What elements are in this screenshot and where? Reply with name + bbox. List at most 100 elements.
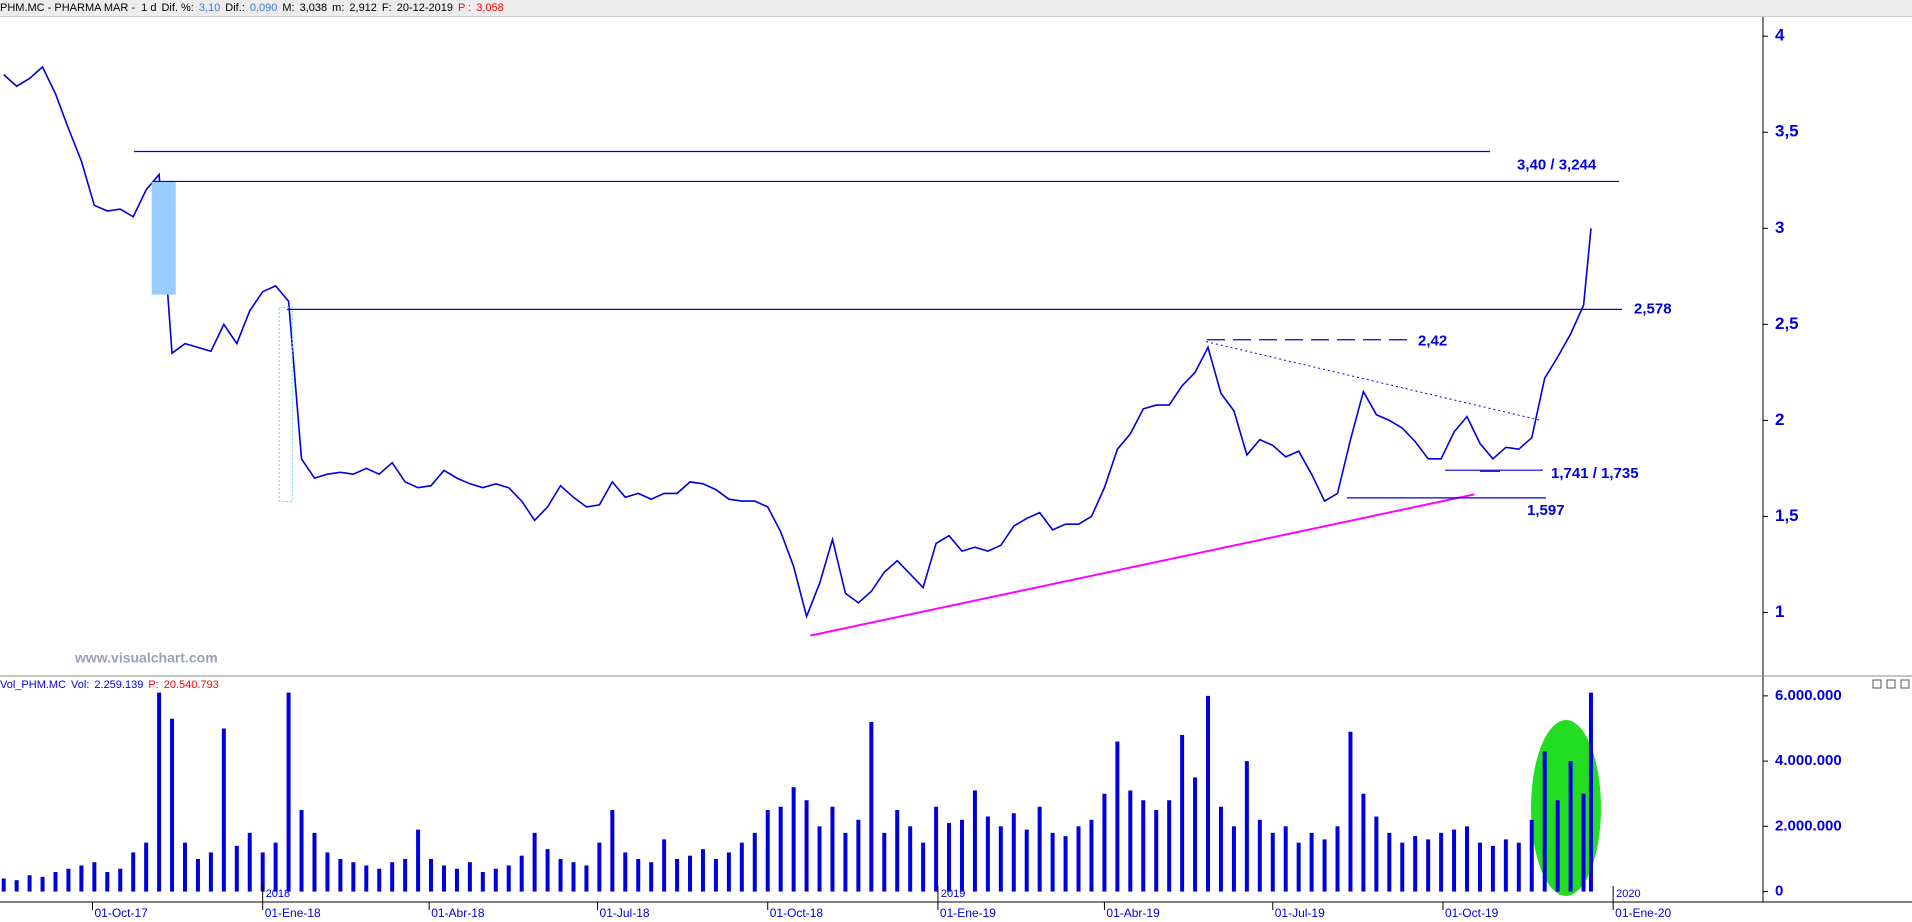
volume-bar: [247, 832, 252, 892]
volume-bar: [1115, 741, 1120, 892]
header-text: Dif.:: [225, 2, 245, 14]
volume-bar: [843, 832, 848, 892]
volume-bar: [778, 806, 783, 892]
volume-bar: [92, 862, 97, 892]
volume-bar: [1426, 839, 1431, 892]
volume-bar: [662, 839, 667, 892]
volume-bar: [286, 692, 291, 892]
volume-bar: [1037, 806, 1042, 892]
volume-bar: [1244, 761, 1249, 892]
volume-bar: [1154, 810, 1159, 892]
header-text: 0,090: [249, 2, 278, 14]
y-tick-label: 1: [1775, 602, 1784, 621]
volume-bar: [739, 842, 744, 892]
x-tick-label: 01-Oct-19: [1445, 906, 1499, 920]
y-tick-label: 2.000.000: [1775, 817, 1842, 834]
volume-bar: [1413, 836, 1418, 892]
volume-bar: [1452, 829, 1457, 892]
y-tick-label: 0: [1775, 883, 1783, 900]
volume-bar: [506, 865, 511, 892]
volume-bar: [830, 806, 835, 892]
volume-bar: [1089, 819, 1094, 892]
volume-bar: [959, 819, 964, 892]
volume-bar: [895, 810, 900, 892]
volume-bar: [480, 871, 485, 892]
volume-bar: [1076, 826, 1081, 892]
header-text: P :: [457, 2, 472, 14]
y-tick-label: 4.000.000: [1775, 752, 1842, 769]
header-text: Dif. %:: [161, 2, 194, 14]
volume-bar: [1257, 819, 1262, 892]
header-text: PHM.MC - PHARMA MAR - 1 d: [0, 2, 157, 14]
volume-bar: [1387, 832, 1392, 892]
volume-bar: [416, 829, 421, 892]
volume-bar: [688, 855, 693, 892]
volume-bar: [1283, 826, 1288, 892]
y-tick-label: 6.000.000: [1775, 687, 1842, 704]
volume-bar: [1374, 816, 1379, 892]
volume-bar: [441, 865, 446, 892]
volume-bar: [260, 852, 265, 892]
volume-bar: [1180, 735, 1185, 892]
header-text: 2,912: [349, 2, 377, 14]
volume-bar: [869, 721, 874, 892]
volume-bar: [208, 852, 213, 892]
header-text: P:: [148, 679, 159, 691]
level-label: 1,741 / 1,735: [1551, 465, 1639, 482]
price-line: [3, 65, 1592, 619]
volume-bar: [908, 826, 913, 892]
volume-bar: [1529, 819, 1534, 892]
volume-bar: [170, 718, 175, 892]
volume-bar: [1050, 832, 1055, 892]
gap-box: [278, 306, 293, 503]
watermark: www.visualchart.com: [74, 650, 218, 666]
level-label: 1,597: [1527, 502, 1565, 519]
x-tick-label: 01-Oct-18: [770, 906, 824, 920]
volume-bar: [597, 842, 602, 892]
volume-bar: [1581, 793, 1586, 892]
volume-bar: [817, 826, 822, 892]
volume-bar: [1167, 800, 1172, 892]
volume-bar: [66, 868, 71, 892]
y-tick-label: 4: [1775, 26, 1785, 45]
volume-bar: [338, 858, 343, 892]
volume-header: Vol_PHM.MC Vol: 2.259.139 P: 20.540.793: [0, 677, 1850, 693]
volume-bar: [14, 880, 19, 892]
x-tick-label: 01-Jul-18: [600, 906, 650, 920]
volume-bar: [131, 852, 136, 892]
header-text: 3,10: [198, 2, 221, 14]
volume-bar: [1296, 842, 1301, 892]
volume-bar: [454, 868, 459, 892]
y-tick-label: 2,5: [1775, 314, 1799, 333]
volume-bar: [1361, 793, 1366, 892]
volume-bar: [221, 728, 226, 892]
y-tick-label: 2: [1775, 410, 1784, 429]
x-tick-label: 01-Ene-20: [1615, 906, 1671, 920]
window-buttons[interactable]: [1872, 679, 1910, 689]
trendline: [1206, 341, 1542, 421]
volume-bar: [79, 865, 84, 892]
volume-bar: [105, 871, 110, 892]
y-tick-label: 3,5: [1775, 122, 1799, 141]
y-tick-label: 1,5: [1775, 506, 1799, 525]
volume-bar: [1218, 806, 1223, 892]
header-text: 20.540.793: [163, 679, 219, 691]
level-label: 3,40 / 3,244: [1517, 156, 1597, 173]
year-tick-label: 2019: [941, 888, 965, 900]
volume-bar: [1024, 829, 1029, 892]
volume-bar: [1490, 845, 1495, 892]
volume-bar: [182, 842, 187, 892]
volume-bar: [493, 868, 498, 892]
volume-bar: [1477, 842, 1482, 892]
volume-bar: [312, 832, 317, 892]
header-text: 2.259.139: [94, 679, 144, 691]
volume-bar: [1568, 761, 1573, 892]
year-tick-label: 2020: [1616, 888, 1640, 900]
volume-bar: [390, 862, 395, 892]
header-text: 3,038: [299, 2, 328, 14]
volume-bar: [584, 865, 589, 892]
x-tick-label: 01-Oct-17: [94, 906, 148, 920]
volume-bar: [985, 816, 990, 892]
price-header: PHM.MC - PHARMA MAR - 1 d Dif. %: 3,10 Dif.…: [0, 0, 1912, 17]
